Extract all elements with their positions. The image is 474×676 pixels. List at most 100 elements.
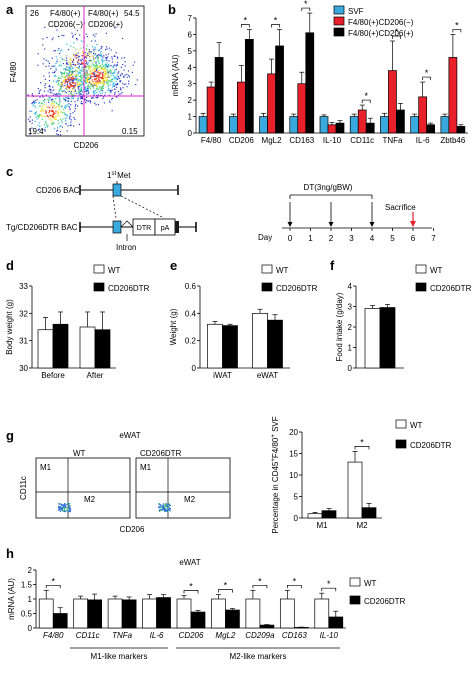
flow-event (37, 88, 39, 90)
legend-label: WT (410, 421, 423, 430)
flow-event (117, 83, 119, 85)
flow-event (87, 88, 89, 90)
significance-star: * (327, 579, 331, 589)
flow-event (35, 102, 37, 104)
first-met-sup: st (111, 171, 116, 177)
flow-event (110, 91, 112, 93)
category-label: MgL2 (262, 136, 283, 145)
flow-event (107, 71, 109, 73)
panel-e-label: e (170, 258, 177, 273)
flow-event (64, 76, 67, 78)
flow-event (35, 116, 37, 118)
flow-event (64, 75, 66, 77)
day-number: 5 (390, 234, 395, 243)
flow-event (87, 84, 89, 86)
significance-bracket (321, 587, 337, 592)
flow-event (99, 71, 101, 73)
flow-event (114, 71, 116, 73)
flow-event (100, 68, 102, 70)
flow-event (71, 70, 74, 72)
flow-event (68, 66, 70, 68)
flow-event (97, 66, 99, 69)
flow-event (110, 90, 112, 92)
flow-event (100, 87, 102, 90)
flow-event (81, 89, 83, 91)
flow-event (52, 115, 54, 118)
flow-event (42, 44, 44, 46)
flow-event (81, 70, 83, 72)
flow-event (91, 96, 93, 99)
legend-label: WT (108, 266, 121, 275)
flow-event (93, 73, 95, 75)
flow-event (71, 94, 73, 96)
flow-event (59, 510, 62, 512)
flow-event (159, 506, 161, 508)
flow-event (98, 49, 100, 51)
bar (259, 624, 275, 629)
day-number: 1 (308, 234, 313, 243)
panel-h-label: h (6, 546, 14, 561)
y-tick-label: 1 (348, 344, 353, 353)
flow-event (87, 100, 90, 102)
flow-event (158, 507, 160, 509)
flow-event (27, 118, 30, 120)
flow-event (64, 107, 67, 109)
flow-event (62, 505, 64, 507)
flow-event (82, 80, 84, 82)
flow-event (90, 97, 93, 99)
flow-event (64, 85, 66, 87)
flow-event (67, 61, 69, 63)
flow-event (110, 80, 112, 82)
quadrant-ul-name2: CD206(−) (48, 20, 83, 29)
flow-event (112, 97, 114, 99)
flow-event (115, 65, 118, 67)
flow-event (61, 72, 63, 74)
flow-event (46, 126, 48, 128)
significance-bracket (422, 76, 432, 81)
flow-event (105, 32, 107, 34)
quadrant-ur-name: F4/80(+) (88, 9, 119, 18)
g-title: eWAT (119, 431, 140, 440)
bar (396, 109, 405, 134)
panel-d-label: d (6, 258, 14, 273)
flow-event (44, 87, 46, 89)
flow-event (59, 88, 61, 90)
flow-event (51, 57, 53, 59)
flow-event (104, 74, 106, 76)
y-tick-label: 0.5 (21, 610, 33, 619)
flow-event (114, 78, 116, 80)
flow-event (65, 510, 67, 513)
flow-event (68, 78, 70, 80)
flow-event (166, 510, 168, 512)
day-number: 4 (370, 234, 375, 243)
flow-event (66, 66, 68, 69)
flow-event (64, 105, 66, 107)
flow-event (52, 116, 55, 118)
significance-star: * (189, 582, 193, 592)
flow-event (167, 507, 169, 509)
flow-event (93, 75, 96, 77)
flow-event (90, 70, 92, 72)
bar (335, 122, 345, 134)
flow-event (99, 54, 101, 56)
flow-event (100, 93, 102, 95)
bar (252, 312, 268, 369)
flow-event (66, 85, 68, 87)
flow-event (98, 54, 100, 56)
flow-event (89, 60, 91, 62)
significance-bracket (286, 584, 302, 589)
flow-event (50, 115, 52, 117)
flow-event (162, 506, 164, 508)
flow-event (56, 130, 58, 132)
flow-event (48, 98, 50, 100)
flow-event (63, 90, 65, 92)
panel-c: c CD206 BAC 1stMet Tg/CD206DTR BAC DTR p… (6, 164, 436, 252)
flow-event (57, 79, 59, 81)
flow-event (79, 83, 81, 85)
quadrant-ll-percent: 19.4 (28, 127, 44, 136)
flow-event (56, 96, 58, 98)
y-tick-label: 1 (28, 595, 33, 604)
quadrant-ur-name2: CD206(+) (88, 20, 123, 29)
y-axis-label: Food intake (g/day) (335, 292, 344, 361)
flow-event (79, 34, 81, 36)
